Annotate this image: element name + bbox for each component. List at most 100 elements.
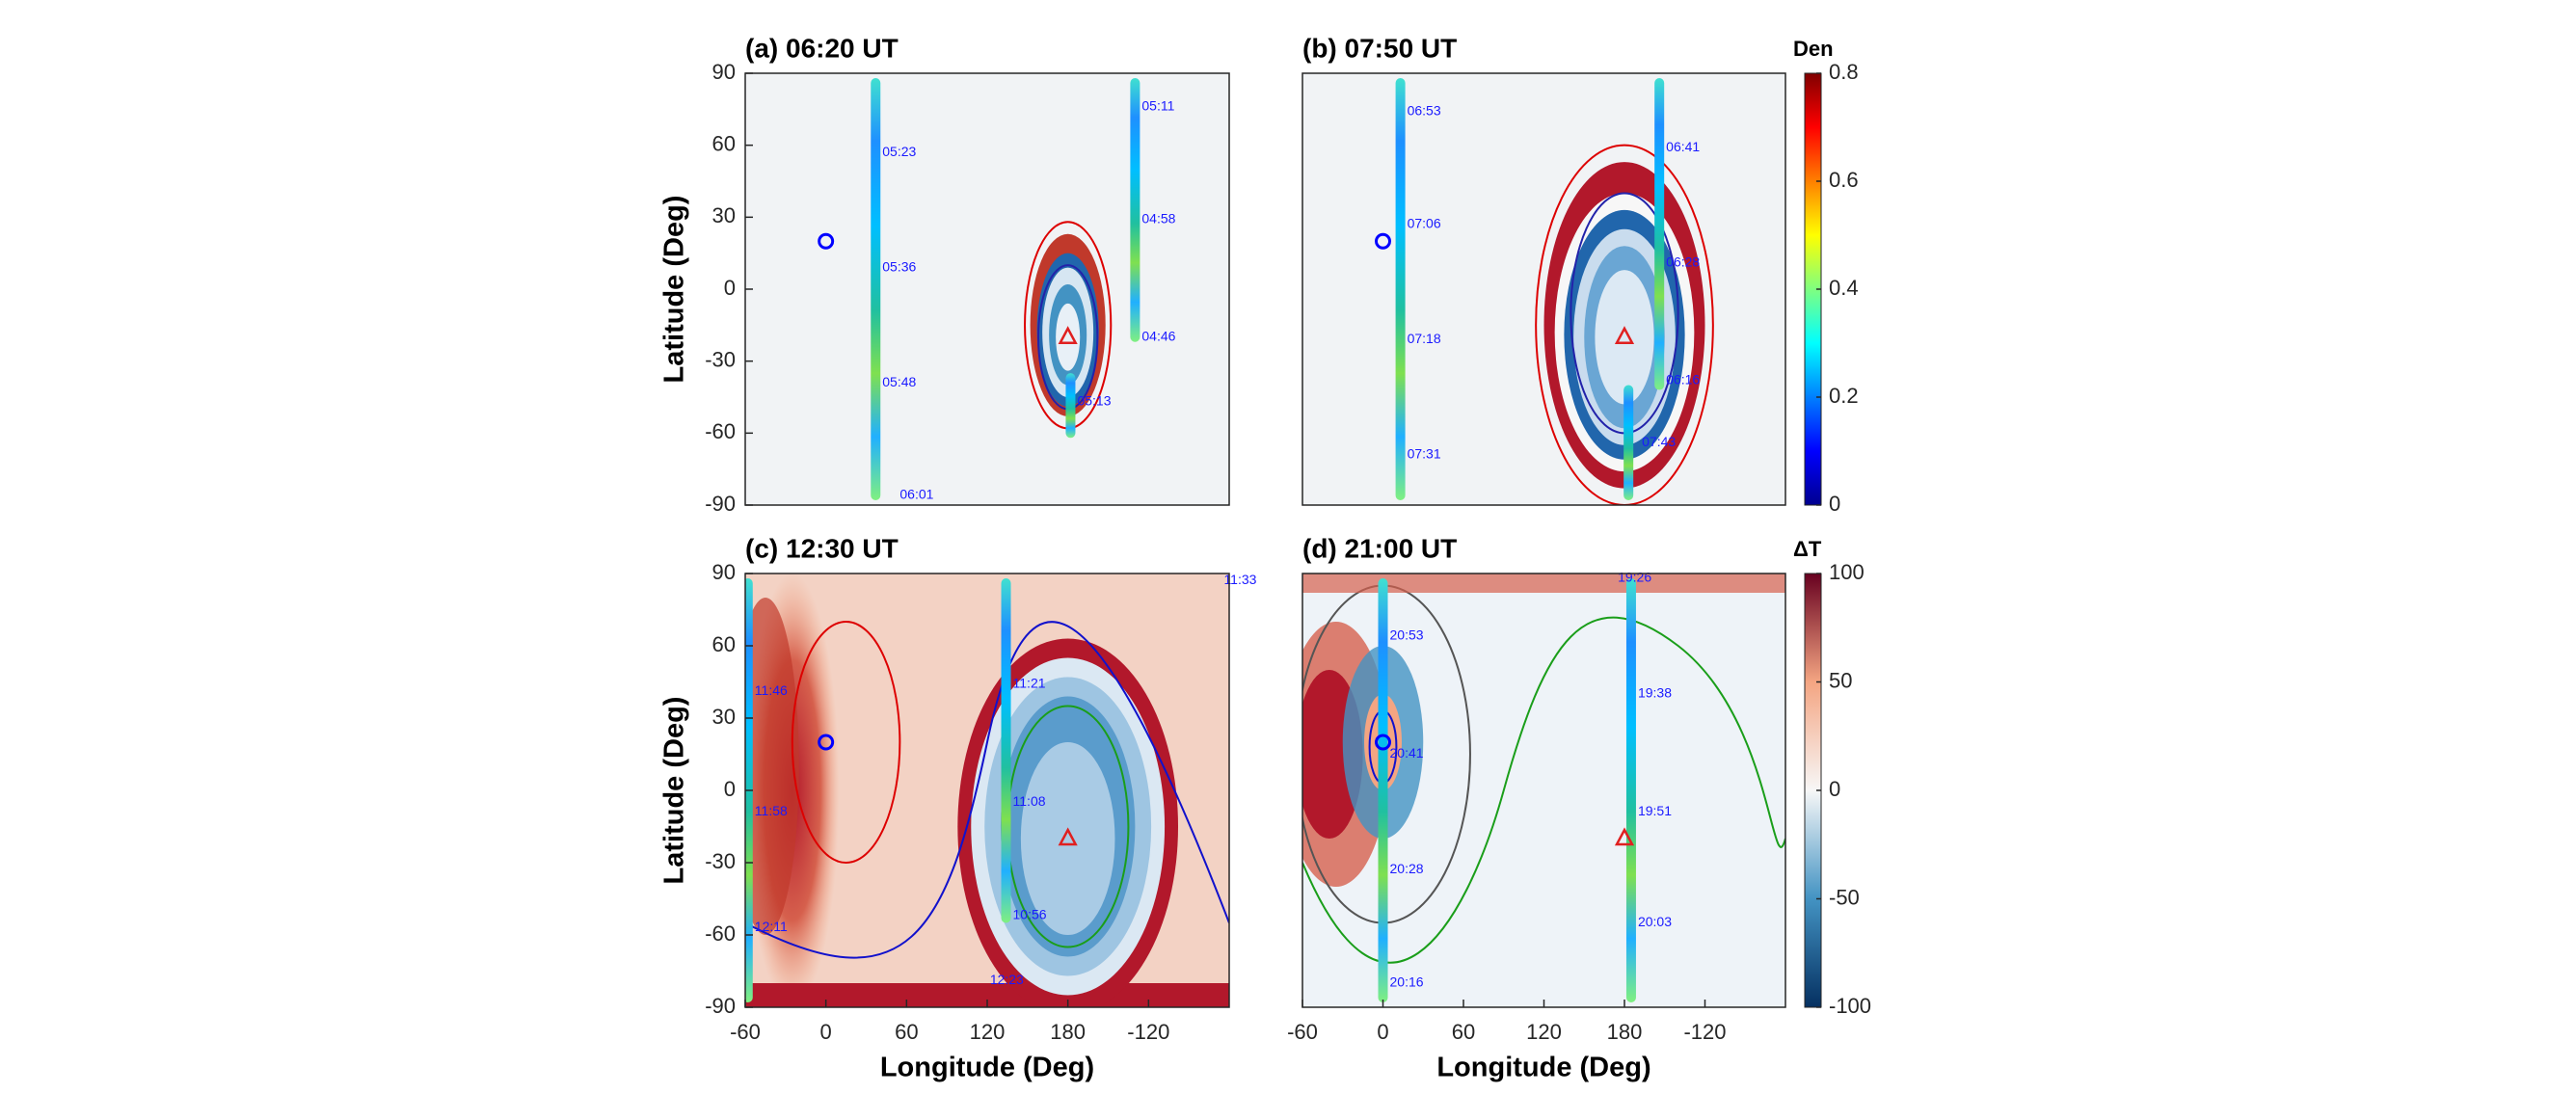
time-label: 07:43 bbox=[1642, 434, 1676, 449]
panel-title: (c) 12:30 UT bbox=[745, 533, 899, 563]
marker-circle bbox=[1375, 232, 1391, 250]
satellite-track bbox=[1654, 77, 1665, 390]
time-label: 06:01 bbox=[899, 487, 933, 502]
satellite-track bbox=[1623, 385, 1634, 501]
satellite-track bbox=[1378, 578, 1388, 1002]
time-label: 06:16 bbox=[1666, 371, 1700, 387]
axes-frame bbox=[1301, 72, 1786, 506]
time-label: 06:28 bbox=[1666, 253, 1700, 269]
x-tick-label: 0 bbox=[1377, 1020, 1388, 1044]
x-tick-label: -120 bbox=[1683, 1020, 1726, 1044]
marker-triangle bbox=[1614, 326, 1635, 345]
map-background bbox=[1302, 73, 1785, 505]
x-tick-label: -60 bbox=[1287, 1020, 1318, 1044]
y-tick-label: 90 bbox=[712, 560, 736, 584]
time-label: 05:13 bbox=[1077, 393, 1111, 409]
x-tick-label: 180 bbox=[1607, 1020, 1643, 1044]
map-area bbox=[745, 73, 1229, 505]
colorbar-tick-label: 100 bbox=[1829, 560, 1865, 584]
map-area bbox=[1302, 73, 1785, 505]
map-area bbox=[1302, 574, 1785, 1007]
y-tick-label: 30 bbox=[712, 203, 736, 227]
marker-circle bbox=[818, 734, 835, 751]
colorbar-tick-label: 0.8 bbox=[1829, 60, 1859, 84]
time-label: 04:46 bbox=[1141, 328, 1175, 343]
x-tick-label: 180 bbox=[1050, 1020, 1086, 1044]
time-label: 19:51 bbox=[1638, 803, 1672, 818]
field-contour bbox=[791, 621, 901, 864]
colorbar-tick-label: 0.4 bbox=[1829, 276, 1859, 300]
y-axis-label: Latitude (Deg) bbox=[659, 697, 690, 885]
time-label: 06:53 bbox=[1408, 103, 1441, 119]
satellite-track bbox=[1625, 578, 1636, 1002]
marker-triangle bbox=[1614, 827, 1635, 846]
colorbar-label: ΔT bbox=[1793, 537, 1822, 561]
panel-title: (a) 06:20 UT bbox=[745, 33, 899, 63]
field-contour bbox=[1535, 144, 1714, 505]
y-tick-label: -60 bbox=[705, 921, 736, 946]
satellite-track bbox=[1001, 578, 1011, 923]
y-tick-label: 60 bbox=[712, 632, 736, 656]
time-label: 20:53 bbox=[1390, 627, 1424, 643]
y-tick-label: -90 bbox=[705, 492, 736, 516]
time-label: 11:08 bbox=[1013, 793, 1046, 809]
colorbar-label: Den bbox=[1793, 37, 1834, 61]
time-label: 20:03 bbox=[1638, 914, 1672, 929]
y-tick-label: 0 bbox=[724, 276, 736, 300]
time-label: 11:46 bbox=[755, 682, 788, 698]
map-area bbox=[745, 574, 1229, 1007]
time-label: 12:23 bbox=[990, 972, 1024, 987]
marker-triangle bbox=[1058, 326, 1078, 345]
time-label: 11:33 bbox=[1223, 572, 1256, 587]
satellite-track bbox=[1065, 373, 1076, 439]
time-label: 19:26 bbox=[1618, 570, 1651, 585]
colorbar-tick-label: 0.2 bbox=[1829, 384, 1859, 408]
colorbar-tick-label: 0 bbox=[1829, 492, 1840, 516]
field-contour bbox=[1020, 742, 1115, 935]
x-tick-label: 60 bbox=[895, 1020, 918, 1044]
marker-circle bbox=[1375, 734, 1391, 751]
time-label: 11:21 bbox=[1013, 676, 1046, 691]
x-tick-label: -60 bbox=[730, 1020, 761, 1044]
time-label: 11:58 bbox=[755, 803, 788, 818]
x-axis-label: Longitude (Deg) bbox=[1436, 1053, 1650, 1083]
colorbar-tick-label: 0 bbox=[1829, 777, 1840, 801]
colorbar-tick-label: 50 bbox=[1829, 668, 1852, 692]
field-contour bbox=[1595, 270, 1654, 405]
x-tick-label: 120 bbox=[970, 1020, 1006, 1044]
time-label: 10:56 bbox=[1013, 907, 1047, 922]
x-tick-label: 120 bbox=[1526, 1020, 1562, 1044]
colorbar-tick-label: 0.6 bbox=[1829, 168, 1859, 192]
colorbar-tick-label: -100 bbox=[1829, 994, 1871, 1018]
colorbar-tick-label: -50 bbox=[1829, 885, 1860, 909]
map-background bbox=[745, 73, 1229, 505]
x-tick-label: -120 bbox=[1127, 1020, 1169, 1044]
x-tick-label: 0 bbox=[820, 1020, 832, 1044]
panel-title: (b) 07:50 UT bbox=[1302, 33, 1457, 63]
y-tick-label: -30 bbox=[705, 849, 736, 873]
time-label: 05:48 bbox=[882, 374, 916, 389]
time-label: 07:18 bbox=[1408, 331, 1441, 346]
time-label: 20:41 bbox=[1390, 745, 1424, 760]
field-contour bbox=[1056, 303, 1081, 371]
satellite-track bbox=[871, 77, 881, 501]
marker-circle bbox=[818, 232, 835, 250]
field-contour bbox=[745, 621, 1229, 959]
satellite-track bbox=[1130, 77, 1140, 342]
y-tick-label: 0 bbox=[724, 777, 736, 801]
time-label: 20:28 bbox=[1390, 861, 1424, 876]
y-tick-label: -90 bbox=[705, 994, 736, 1018]
time-label: 05:23 bbox=[882, 144, 916, 159]
field-contour bbox=[745, 598, 799, 935]
x-axis-label: Longitude (Deg) bbox=[880, 1053, 1094, 1083]
y-tick-label: 90 bbox=[712, 60, 736, 84]
time-label: 19:38 bbox=[1638, 685, 1672, 701]
y-axis-label: Latitude (Deg) bbox=[659, 196, 690, 384]
y-tick-label: -30 bbox=[705, 347, 736, 371]
time-label: 20:16 bbox=[1390, 974, 1424, 990]
time-label: 07:31 bbox=[1408, 445, 1441, 461]
time-label: 05:11 bbox=[1141, 98, 1174, 114]
x-tick-label: 60 bbox=[1452, 1020, 1475, 1044]
y-tick-label: -60 bbox=[705, 419, 736, 443]
